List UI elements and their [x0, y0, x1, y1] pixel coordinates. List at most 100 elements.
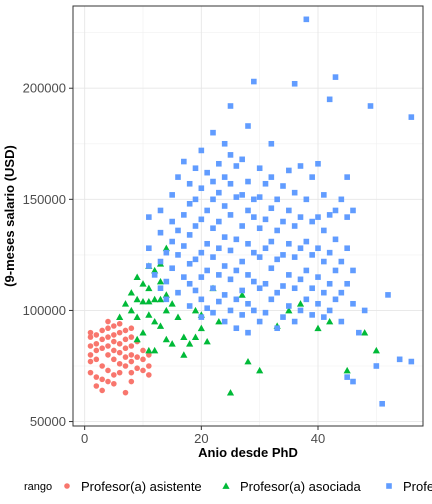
data-point-square [221, 263, 228, 269]
data-point-circle [111, 356, 117, 363]
data-point-square [268, 205, 275, 212]
data-point-square [169, 238, 175, 245]
data-point-circle [93, 347, 100, 354]
data-point-triangle [116, 313, 124, 320]
data-point-square [186, 200, 193, 207]
x-axis-title: Anio desde PhD [198, 445, 298, 460]
data-point-square [233, 325, 240, 332]
data-point-square [297, 307, 304, 314]
legend-label: Profesor(a) asistente [81, 479, 202, 494]
data-point-circle [87, 369, 94, 376]
data-point-circle [140, 347, 146, 354]
data-point-square [332, 74, 339, 80]
data-point-triangle [203, 337, 211, 345]
data-point-square [262, 180, 269, 187]
data-point-square [251, 249, 257, 256]
data-point-square [332, 267, 339, 274]
data-point-square [157, 229, 164, 236]
data-point-square [251, 196, 257, 203]
data-point-circle [128, 358, 135, 365]
legend-key-square [386, 483, 392, 489]
data-point-square [186, 180, 193, 187]
data-point-square [251, 278, 257, 285]
y-tick-label: 100000 [23, 303, 66, 318]
data-point-square [268, 296, 275, 303]
data-point-square [157, 285, 164, 292]
data-point-square [245, 300, 251, 307]
data-point-triangle [162, 291, 170, 298]
data-point-square [256, 225, 263, 232]
data-point-square [286, 207, 292, 214]
legend-key-circle [64, 483, 70, 489]
data-point-square [198, 185, 205, 192]
data-point-circle [93, 332, 100, 338]
data-point-square [291, 285, 298, 292]
data-point-circle [111, 332, 117, 338]
data-point-triangle [197, 324, 205, 332]
data-point-square [239, 192, 245, 198]
data-point-square [186, 232, 193, 238]
data-point-square [186, 280, 193, 287]
data-point-square [245, 272, 251, 278]
data-point-square [239, 312, 245, 318]
data-point-circle [134, 365, 140, 372]
data-point-triangle [326, 317, 334, 325]
data-point-circle [116, 340, 123, 347]
data-point-square [321, 314, 327, 320]
data-point-triangle [156, 322, 165, 329]
data-point-square [245, 329, 251, 336]
data-point-square [338, 289, 345, 296]
data-point-circle [111, 380, 117, 387]
data-point-square [175, 252, 181, 258]
data-point-square [186, 303, 193, 309]
data-point-circle [128, 378, 135, 385]
data-point-square [163, 249, 170, 256]
data-point-square [245, 123, 251, 129]
data-point-square [344, 174, 350, 180]
data-point-square [192, 165, 199, 172]
data-point-square [192, 256, 199, 263]
data-point-square [297, 214, 304, 220]
data-point-triangle [145, 346, 153, 354]
data-point-triangle [145, 297, 153, 305]
data-point-triangle [174, 313, 182, 320]
data-point-square [227, 307, 234, 314]
y-axis-title: (9-meses salario (USD) [2, 145, 17, 287]
x-tick-label: 0 [81, 431, 88, 446]
data-point-square [157, 258, 164, 265]
data-point-circle [93, 356, 100, 363]
legend-title: rango [24, 481, 52, 493]
data-point-square [210, 196, 216, 203]
data-points [87, 16, 415, 407]
data-point-triangle [162, 244, 170, 252]
data-point-circle [140, 356, 146, 363]
data-point-square [286, 167, 292, 174]
data-point-triangle [162, 335, 170, 343]
data-point-square [274, 196, 280, 203]
data-point-square [210, 254, 216, 260]
axis-ticks: 0 20 40 50000 100000 150000 200000 [23, 81, 326, 446]
data-point-square [256, 285, 263, 292]
data-point-square [239, 223, 245, 229]
data-point-square [169, 218, 175, 225]
data-point-square [303, 267, 310, 274]
data-point-triangle [180, 333, 188, 340]
data-point-circle [105, 378, 111, 385]
data-point-triangle [127, 306, 135, 314]
data-point-triangle [162, 306, 170, 314]
data-point-square [262, 216, 269, 223]
data-point-square [286, 303, 292, 309]
data-point-square [198, 274, 205, 280]
data-point-square [291, 80, 298, 87]
data-point-square [303, 196, 310, 203]
data-point-square [221, 318, 228, 325]
data-point-square [146, 245, 152, 252]
data-point-triangle [285, 306, 293, 314]
data-point-square [344, 280, 350, 287]
data-point-square [280, 283, 286, 289]
x-tick-label: 40 [311, 431, 325, 446]
data-point-square [169, 265, 175, 272]
data-point-square [303, 296, 310, 303]
data-point-circle [116, 369, 123, 376]
data-point-circle [111, 347, 117, 354]
